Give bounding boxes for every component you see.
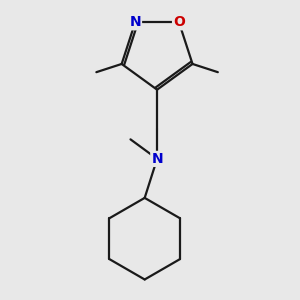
Text: O: O [173, 15, 185, 29]
Text: N: N [151, 152, 163, 166]
Text: N: N [129, 15, 141, 29]
